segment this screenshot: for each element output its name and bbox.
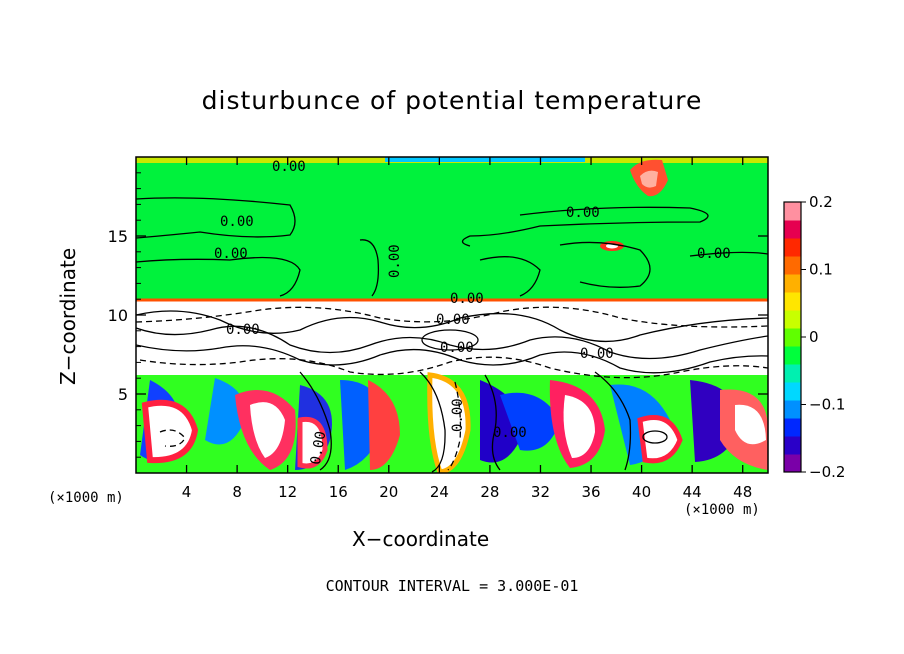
contour-label: 0.00: [450, 398, 466, 432]
colorbar-swatch: [784, 256, 801, 275]
x-unit-label: (×1000 m): [684, 502, 760, 518]
contour-line: [136, 197, 296, 239]
colorbar: 0.2 0.1 0 −0.1 −0.2: [783, 193, 845, 481]
hot-spot-core: [640, 170, 658, 188]
colorbar-swatch: [784, 436, 801, 455]
contour-line: [139, 356, 768, 379]
cold-patch: [500, 392, 560, 451]
contour-line: [594, 371, 632, 471]
warm-core: [563, 395, 595, 458]
contour-label: 0.00: [387, 244, 403, 278]
x-tick-label: 28: [480, 483, 499, 501]
contour-label: 0.00: [272, 159, 306, 175]
contour-lines: [136, 197, 768, 473]
field-layer: [136, 157, 768, 473]
contour-label: 0.00: [493, 425, 527, 441]
contour-label: 0.00: [697, 246, 731, 262]
contour-label: 0.00: [220, 214, 254, 230]
contour-label: 0.00: [580, 346, 614, 362]
x-tick-label: 48: [733, 483, 752, 501]
colorbar-tick-label: 0.1: [809, 261, 833, 279]
x-axis: 4 8 12 16 20 24 28 32 36 40 44 48: [182, 157, 752, 501]
contour-label-layer: 0.00 0.00 0.00 0.00 0.00 0.00 0.00 0.00 …: [214, 159, 731, 466]
y-tick-label: 5: [118, 385, 128, 404]
chart-title: disturbunce of potential temperature: [201, 86, 703, 115]
y-axis: 5 10 15: [108, 172, 768, 458]
colorbar-swatch: [784, 292, 801, 311]
x-axis-label: X−coordinate: [352, 527, 490, 551]
colorbar-swatch: [784, 400, 801, 419]
colorbar-tick-label: 0: [809, 328, 819, 346]
contour-line: [479, 256, 541, 297]
contour-line: [136, 306, 768, 328]
contour-interval-note: CONTOUR INTERVAL = 3.000E-01: [325, 577, 579, 595]
colorbar-swatch: [784, 220, 801, 239]
contour-line: [689, 251, 768, 257]
colorbar-tick-label: −0.1: [809, 396, 845, 414]
contour-label: 0.00: [308, 430, 330, 466]
contour-label: 0.00: [436, 312, 470, 328]
contour-line: [136, 256, 301, 297]
cold-patch: [205, 378, 246, 445]
contour-line: [359, 239, 380, 297]
warm-patch: [368, 380, 400, 470]
contour-line: [461, 206, 709, 247]
contour-line: [484, 374, 501, 471]
x-tick-label: 16: [329, 483, 348, 501]
contour-line: [136, 325, 768, 360]
colorbar-tick-label: 0.2: [809, 193, 833, 211]
contour-line: [136, 310, 768, 343]
contour-line: [642, 430, 668, 444]
x-tick-label: 40: [632, 483, 651, 501]
warm-patch: [141, 399, 199, 464]
y-tick-label: 10: [108, 306, 128, 325]
colorbar-swatch: [784, 382, 801, 401]
contour-line: [299, 371, 332, 471]
contour-line: [421, 329, 479, 351]
x-tick-label: 32: [531, 483, 550, 501]
colorbar-swatch: [784, 346, 801, 365]
colorbar-swatch: [784, 202, 801, 221]
contour-line: [559, 241, 651, 288]
z-unit-label: (×1000 m): [48, 490, 124, 506]
white-column: [427, 372, 471, 473]
contour-line: [419, 371, 446, 473]
x-tick-label: 20: [379, 483, 398, 501]
colorbar-swatch: [784, 328, 801, 347]
colorbar-swatch: [784, 364, 801, 383]
contour-line: [447, 381, 462, 471]
colorbar-swatch: [784, 418, 801, 437]
warm-core: [735, 404, 766, 445]
x-tick-label: 4: [182, 483, 192, 501]
contour-line: [159, 429, 186, 447]
warm-patch: [637, 415, 683, 464]
x-tick-label: 8: [232, 483, 242, 501]
top-strip-blue: [385, 157, 585, 162]
y-axis-label: Z−coordinate: [56, 247, 80, 385]
x-tick-label: 12: [278, 483, 297, 501]
contour-label: 0.00: [226, 322, 260, 338]
colorbar-tick-label: −0.2: [809, 463, 845, 481]
colorbar-swatch: [784, 238, 801, 257]
x-tick-label: 36: [581, 483, 600, 501]
contour-label: 0.00: [214, 246, 248, 262]
colorbar-swatch: [784, 310, 801, 329]
colorbar-swatch: [784, 274, 801, 293]
x-tick-label: 24: [430, 483, 449, 501]
warm-core: [250, 402, 285, 458]
warm-patch: [297, 416, 328, 469]
contour-label: 0.00: [440, 340, 474, 356]
colorbar-swatch: [784, 454, 801, 473]
x-tick-label: 44: [683, 483, 702, 501]
contour-label: 0.00: [566, 205, 600, 221]
y-tick-label: 15: [108, 227, 128, 246]
contour-label: 0.00: [450, 291, 484, 307]
